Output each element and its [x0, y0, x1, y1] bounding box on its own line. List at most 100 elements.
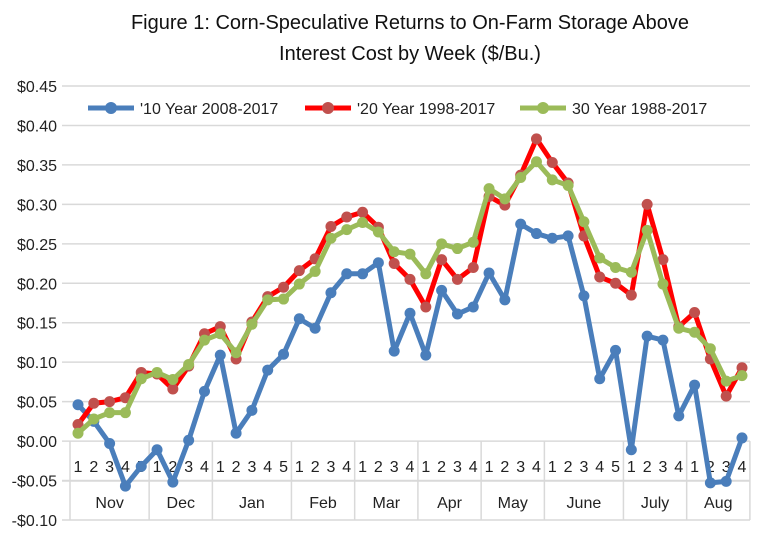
month-tick-label: Dec — [167, 495, 195, 512]
data-point — [530, 133, 542, 145]
data-point — [436, 284, 448, 296]
series-1 — [72, 218, 748, 492]
data-point — [214, 349, 226, 361]
data-point — [214, 328, 226, 340]
data-point — [436, 254, 448, 266]
week-tick-label: 3 — [579, 459, 588, 476]
week-tick-label: 3 — [722, 459, 731, 476]
data-point — [72, 399, 84, 411]
y-tick-label: $0.05 — [17, 395, 57, 412]
week-tick-label: 1 — [153, 459, 162, 476]
data-point — [625, 289, 637, 301]
data-point — [72, 419, 84, 431]
month-tick-label: Aug — [704, 495, 732, 512]
data-point — [420, 349, 432, 361]
week-tick-label: 1 — [485, 459, 494, 476]
data-point — [135, 460, 147, 472]
week-tick-label: 1 — [216, 459, 225, 476]
y-tick-label: $0.10 — [17, 355, 57, 372]
month-tick-label: Mar — [373, 495, 401, 512]
legend-label: '20 Year 1998-2017 — [357, 101, 495, 118]
data-point — [167, 374, 179, 386]
week-tick-label: 2 — [500, 459, 509, 476]
data-point — [451, 273, 463, 285]
week-tick-label: 2 — [374, 459, 383, 476]
data-point — [357, 217, 369, 229]
data-point — [325, 287, 337, 299]
week-tick-label: 1 — [627, 459, 636, 476]
y-tick-label: $0.40 — [17, 118, 57, 135]
data-point — [357, 206, 369, 218]
week-tick-label: 2 — [643, 459, 652, 476]
week-tick-label: 2 — [437, 459, 446, 476]
week-tick-label: 2 — [89, 459, 98, 476]
y-tick-label: $0.35 — [17, 158, 57, 175]
data-point — [689, 306, 701, 318]
data-point — [515, 218, 527, 230]
week-tick-label: 2 — [564, 459, 573, 476]
data-point — [167, 476, 179, 488]
data-point — [594, 271, 606, 283]
data-point — [388, 246, 400, 258]
chart-title-line2: Interest Cost by Week ($/Bu.) — [279, 43, 541, 65]
y-tick-label: $0.45 — [17, 79, 57, 96]
week-tick-label: 4 — [738, 459, 747, 476]
month-tick-label: Feb — [309, 495, 337, 512]
week-tick-label: 2 — [168, 459, 177, 476]
data-point — [451, 308, 463, 320]
y-tick-label: $0.20 — [17, 276, 57, 293]
data-point — [562, 230, 574, 242]
week-tick-label: 1 — [690, 459, 699, 476]
data-point — [467, 301, 479, 313]
data-point — [673, 410, 685, 422]
data-point — [183, 359, 195, 371]
data-point — [278, 281, 290, 293]
data-point — [230, 427, 242, 439]
data-point — [657, 254, 669, 266]
data-point — [641, 224, 653, 236]
data-point — [151, 366, 163, 378]
week-tick-label: 3 — [326, 459, 335, 476]
data-point — [72, 427, 84, 439]
data-point — [689, 379, 701, 391]
data-point — [104, 437, 116, 449]
data-point — [467, 236, 479, 248]
data-point — [736, 362, 748, 374]
legend-item: '10 Year 2008-2017 — [88, 101, 278, 118]
data-point — [135, 373, 147, 385]
week-tick-label: 3 — [658, 459, 667, 476]
week-tick-label: 1 — [358, 459, 367, 476]
data-point — [625, 266, 637, 278]
week-tick-label: 4 — [200, 459, 209, 476]
data-point — [673, 322, 685, 334]
data-point — [546, 174, 558, 186]
month-tick-label: Nov — [95, 495, 123, 512]
data-point — [625, 444, 637, 456]
week-tick-label: 2 — [311, 459, 320, 476]
chart-title: Figure 1: Corn-Speculative Returns to On… — [60, 8, 760, 70]
week-tick-label: 4 — [342, 459, 351, 476]
week-tick-label: 3 — [105, 459, 114, 476]
legend-item: 30 Year 1988-2017 — [520, 101, 707, 118]
data-point — [499, 294, 511, 306]
week-tick-label: 4 — [595, 459, 604, 476]
data-point — [483, 183, 495, 195]
data-point — [341, 268, 353, 280]
data-point — [246, 404, 258, 416]
data-point — [578, 290, 590, 302]
week-tick-label: 4 — [469, 459, 478, 476]
chart-title-line1: Figure 1: Corn-Speculative Returns to On… — [130, 12, 690, 34]
data-point — [515, 172, 527, 184]
data-point — [372, 257, 384, 269]
month-tick-label: May — [498, 495, 528, 512]
data-point — [183, 434, 195, 446]
data-point — [689, 326, 701, 338]
data-point — [167, 383, 179, 395]
week-tick-label: 2 — [232, 459, 241, 476]
week-tick-label: 4 — [406, 459, 415, 476]
data-point — [230, 347, 242, 359]
data-point — [104, 407, 116, 419]
month-tick-label: Jan — [239, 495, 265, 512]
data-point — [278, 293, 290, 305]
